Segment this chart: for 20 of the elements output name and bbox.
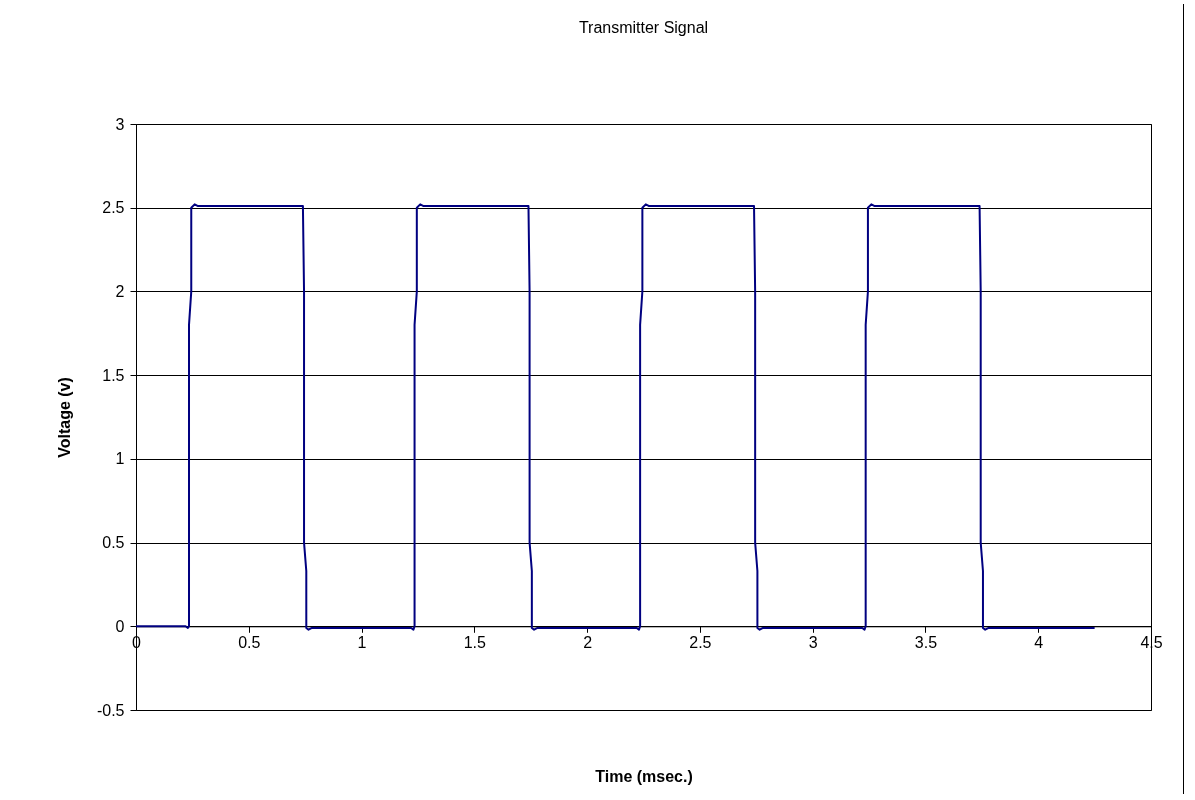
x-tick-label: 4: [1034, 633, 1044, 651]
x-tick-label: 1.5: [463, 633, 487, 651]
x-tick-label: 3.5: [914, 633, 938, 651]
x-tick-label: 3: [808, 633, 818, 651]
y-tick-label: 1.5: [102, 366, 125, 384]
y-tick-label: 0: [115, 617, 125, 635]
x-tick-label: 2: [583, 633, 593, 651]
chart-title: Transmitter Signal: [578, 19, 709, 36]
y-axis-title: Voltage (v): [55, 377, 73, 458]
y-tick-label: 2: [115, 282, 125, 300]
y-tick-label: 1: [115, 450, 125, 468]
x-tick-label: 0.5: [238, 633, 261, 651]
y-tick-label: -0.5: [96, 701, 125, 719]
x-tick-label: 2.5: [689, 633, 712, 651]
line-series: [136, 203, 1096, 631]
x-axis-title: Time (msec.): [595, 767, 693, 785]
x-tick-label: 1: [357, 633, 367, 651]
y-tick-label: 3: [115, 115, 125, 133]
y-tick-label: 0.5: [102, 534, 125, 552]
y-tick-label: 2.5: [102, 199, 125, 217]
